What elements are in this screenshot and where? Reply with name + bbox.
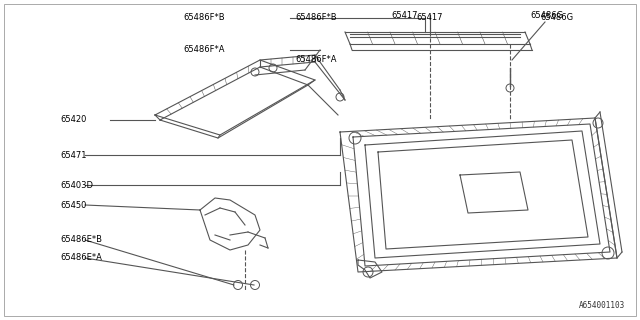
Text: 65486E*A: 65486E*A <box>60 253 102 262</box>
Text: 65486F*A: 65486F*A <box>183 45 225 54</box>
Text: 65450: 65450 <box>60 201 86 210</box>
Text: 65486E*B: 65486E*B <box>60 236 102 244</box>
Text: A654001103: A654001103 <box>579 301 625 310</box>
Text: 65417: 65417 <box>417 13 444 22</box>
Text: 65420: 65420 <box>60 116 86 124</box>
Text: 65486G: 65486G <box>540 13 573 22</box>
Text: 65403D: 65403D <box>60 180 93 189</box>
Text: 65486F*B: 65486F*B <box>183 13 225 22</box>
Text: 65486G: 65486G <box>530 12 563 20</box>
Text: 65417: 65417 <box>392 12 419 20</box>
Text: 65486F*B: 65486F*B <box>295 13 337 22</box>
Text: 65471: 65471 <box>60 150 86 159</box>
Text: 65486F*A: 65486F*A <box>295 55 337 65</box>
